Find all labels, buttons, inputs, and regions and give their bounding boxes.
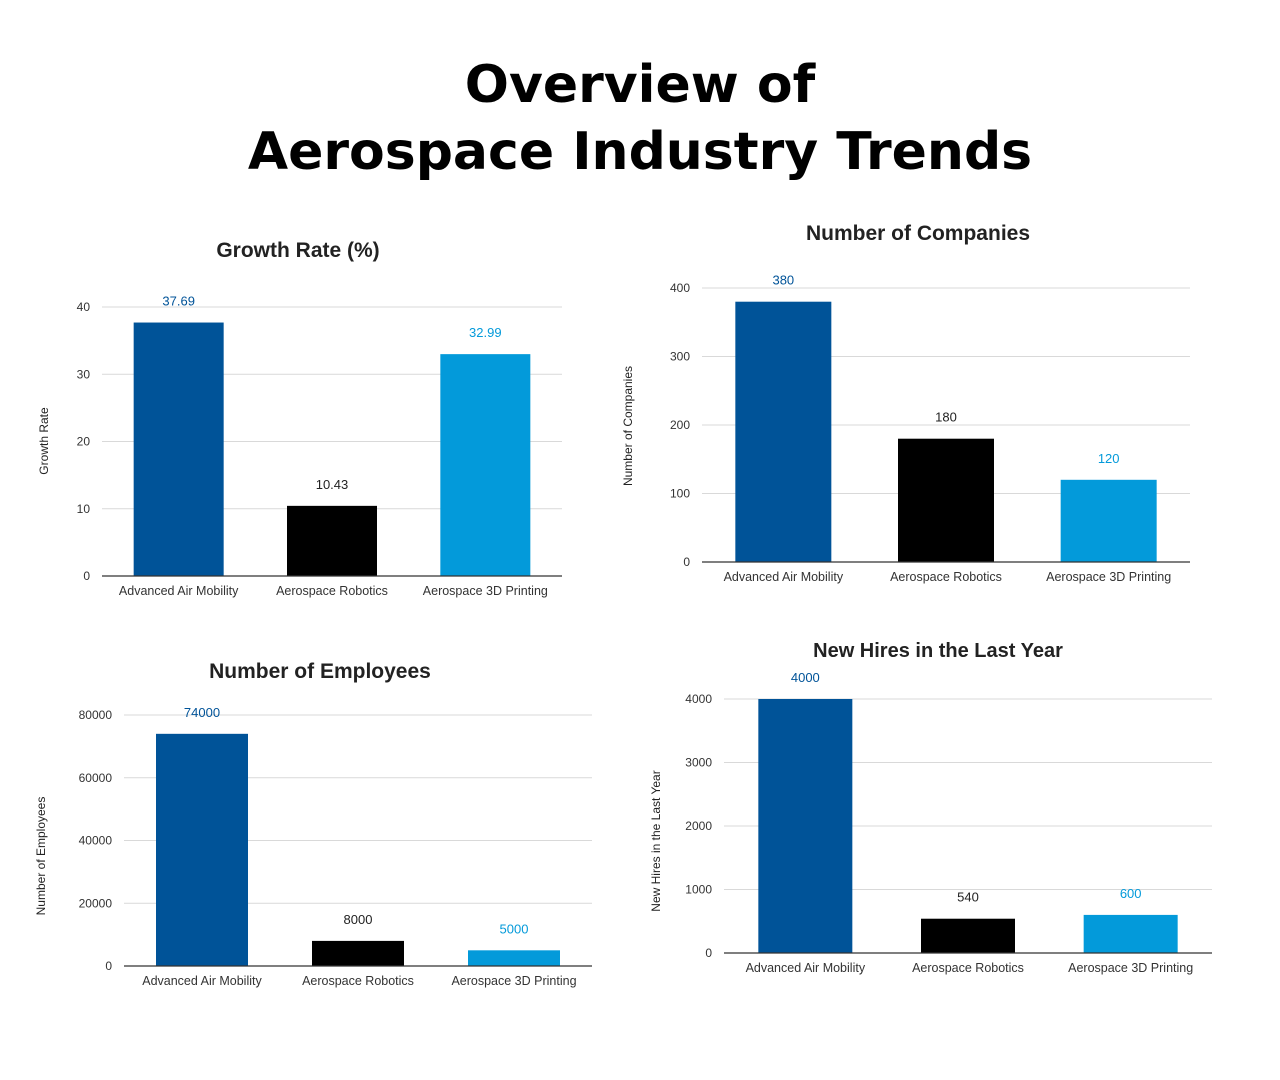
x-tick-label-aerospace-3d-printing: Aerospace 3D Printing — [1068, 961, 1193, 975]
y-tick-label: 30 — [77, 367, 91, 381]
data-label-advanced-air-mobility: 4000 — [791, 670, 820, 685]
growth-rate-chart: Growth Rate (%) Growth Rate 0 10 20 30 40 37.69… — [37, 239, 562, 598]
y-tick-label: 1000 — [685, 883, 712, 897]
y-tick-label: 0 — [705, 946, 712, 960]
x-tick-label-aerospace-3d-printing: Aerospace 3D Printing — [451, 974, 576, 988]
y-axis-label: Number of Employees — [34, 797, 48, 916]
data-label-aerospace-robotics: 10.43 — [316, 477, 349, 492]
data-label-aerospace-3d-printing: 5000 — [500, 921, 529, 936]
chart-title: Number of Employees — [209, 660, 431, 683]
chart-title: Growth Rate (%) — [216, 239, 379, 262]
data-label-aerospace-3d-printing: 600 — [1120, 886, 1142, 901]
y-tick-label: 4000 — [685, 692, 712, 706]
y-tick-label: 300 — [670, 350, 690, 364]
y-tick-label: 0 — [105, 959, 112, 973]
x-tick-label-aerospace-robotics: Aerospace Robotics — [912, 961, 1024, 975]
bar-aerospace-robotics — [312, 940, 404, 966]
y-tick-label: 200 — [670, 418, 690, 432]
bar-aerospace-robotics — [287, 505, 377, 576]
bar-advanced-air-mobility — [133, 322, 224, 576]
y-tick-label: 100 — [670, 487, 690, 501]
y-tick-label: 0 — [83, 569, 90, 583]
x-tick-label-aerospace-3d-printing: Aerospace 3D Printing — [1046, 570, 1171, 584]
y-tick-label: 80000 — [79, 708, 113, 722]
bar-aerospace-3d-printing — [440, 354, 531, 576]
bar-aerospace-robotics — [898, 438, 994, 562]
y-tick-label: 40000 — [79, 834, 113, 848]
page-title-line-2: Aerospace Industry Trends — [247, 122, 1033, 182]
y-tick-label: 60000 — [79, 771, 113, 785]
x-tick-label-advanced-air-mobility: Advanced Air Mobility — [119, 584, 239, 598]
y-tick-label: 40 — [77, 300, 91, 314]
y-axis-label: New Hires in the Last Year — [649, 770, 663, 911]
data-label-aerospace-3d-printing: 120 — [1098, 451, 1120, 466]
y-tick-label: 3000 — [685, 756, 712, 770]
y-tick-label: 400 — [670, 281, 690, 295]
number-of-employees-chart: Number of Employees Number of Employees 0 2… — [34, 660, 592, 988]
data-label-aerospace-robotics: 180 — [935, 410, 957, 425]
bar-aerospace-3d-printing — [1083, 914, 1178, 953]
y-tick-label: 20 — [77, 435, 91, 449]
x-tick-label-advanced-air-mobility: Advanced Air Mobility — [724, 570, 844, 584]
data-label-aerospace-robotics: 540 — [957, 890, 979, 905]
bar-aerospace-3d-printing — [468, 950, 560, 966]
y-axis-label: Growth Rate — [37, 407, 51, 475]
bar-advanced-air-mobility — [156, 733, 248, 966]
bar-advanced-air-mobility — [758, 699, 853, 953]
bar-aerospace-robotics — [921, 918, 1015, 953]
y-tick-label: 2000 — [685, 819, 712, 833]
y-tick-label: 0 — [683, 555, 690, 569]
page-title: Overview of Aerospace Industry Trends — [0, 52, 1280, 186]
x-tick-label-advanced-air-mobility: Advanced Air Mobility — [142, 974, 262, 988]
number-of-companies-chart: Number of Companies Number of Companies 0 1… — [621, 222, 1190, 584]
data-label-advanced-air-mobility: 37.69 — [162, 294, 195, 309]
x-tick-label-aerospace-3d-printing: Aerospace 3D Printing — [423, 584, 548, 598]
page-title-line-1: Overview of — [464, 55, 816, 115]
data-label-aerospace-robotics: 8000 — [344, 912, 373, 927]
y-tick-label: 20000 — [79, 896, 113, 910]
y-tick-label: 10 — [77, 502, 91, 516]
data-label-aerospace-3d-printing: 32.99 — [469, 325, 502, 340]
x-tick-label-advanced-air-mobility: Advanced Air Mobility — [746, 961, 866, 975]
chart-title: New Hires in the Last Year — [813, 640, 1063, 662]
x-tick-label-aerospace-robotics: Aerospace Robotics — [890, 570, 1002, 584]
data-label-advanced-air-mobility: 380 — [772, 273, 794, 288]
bar-aerospace-3d-printing — [1060, 479, 1157, 562]
new-hires-chart: New Hires in the Last Year New Hires in t… — [649, 640, 1212, 975]
data-label-advanced-air-mobility: 74000 — [184, 705, 220, 720]
bar-advanced-air-mobility — [735, 301, 832, 562]
chart-title: Number of Companies — [806, 222, 1030, 245]
x-tick-label-aerospace-robotics: Aerospace Robotics — [302, 974, 414, 988]
y-axis-label: Number of Companies — [621, 366, 635, 486]
x-tick-label-aerospace-robotics: Aerospace Robotics — [276, 584, 388, 598]
